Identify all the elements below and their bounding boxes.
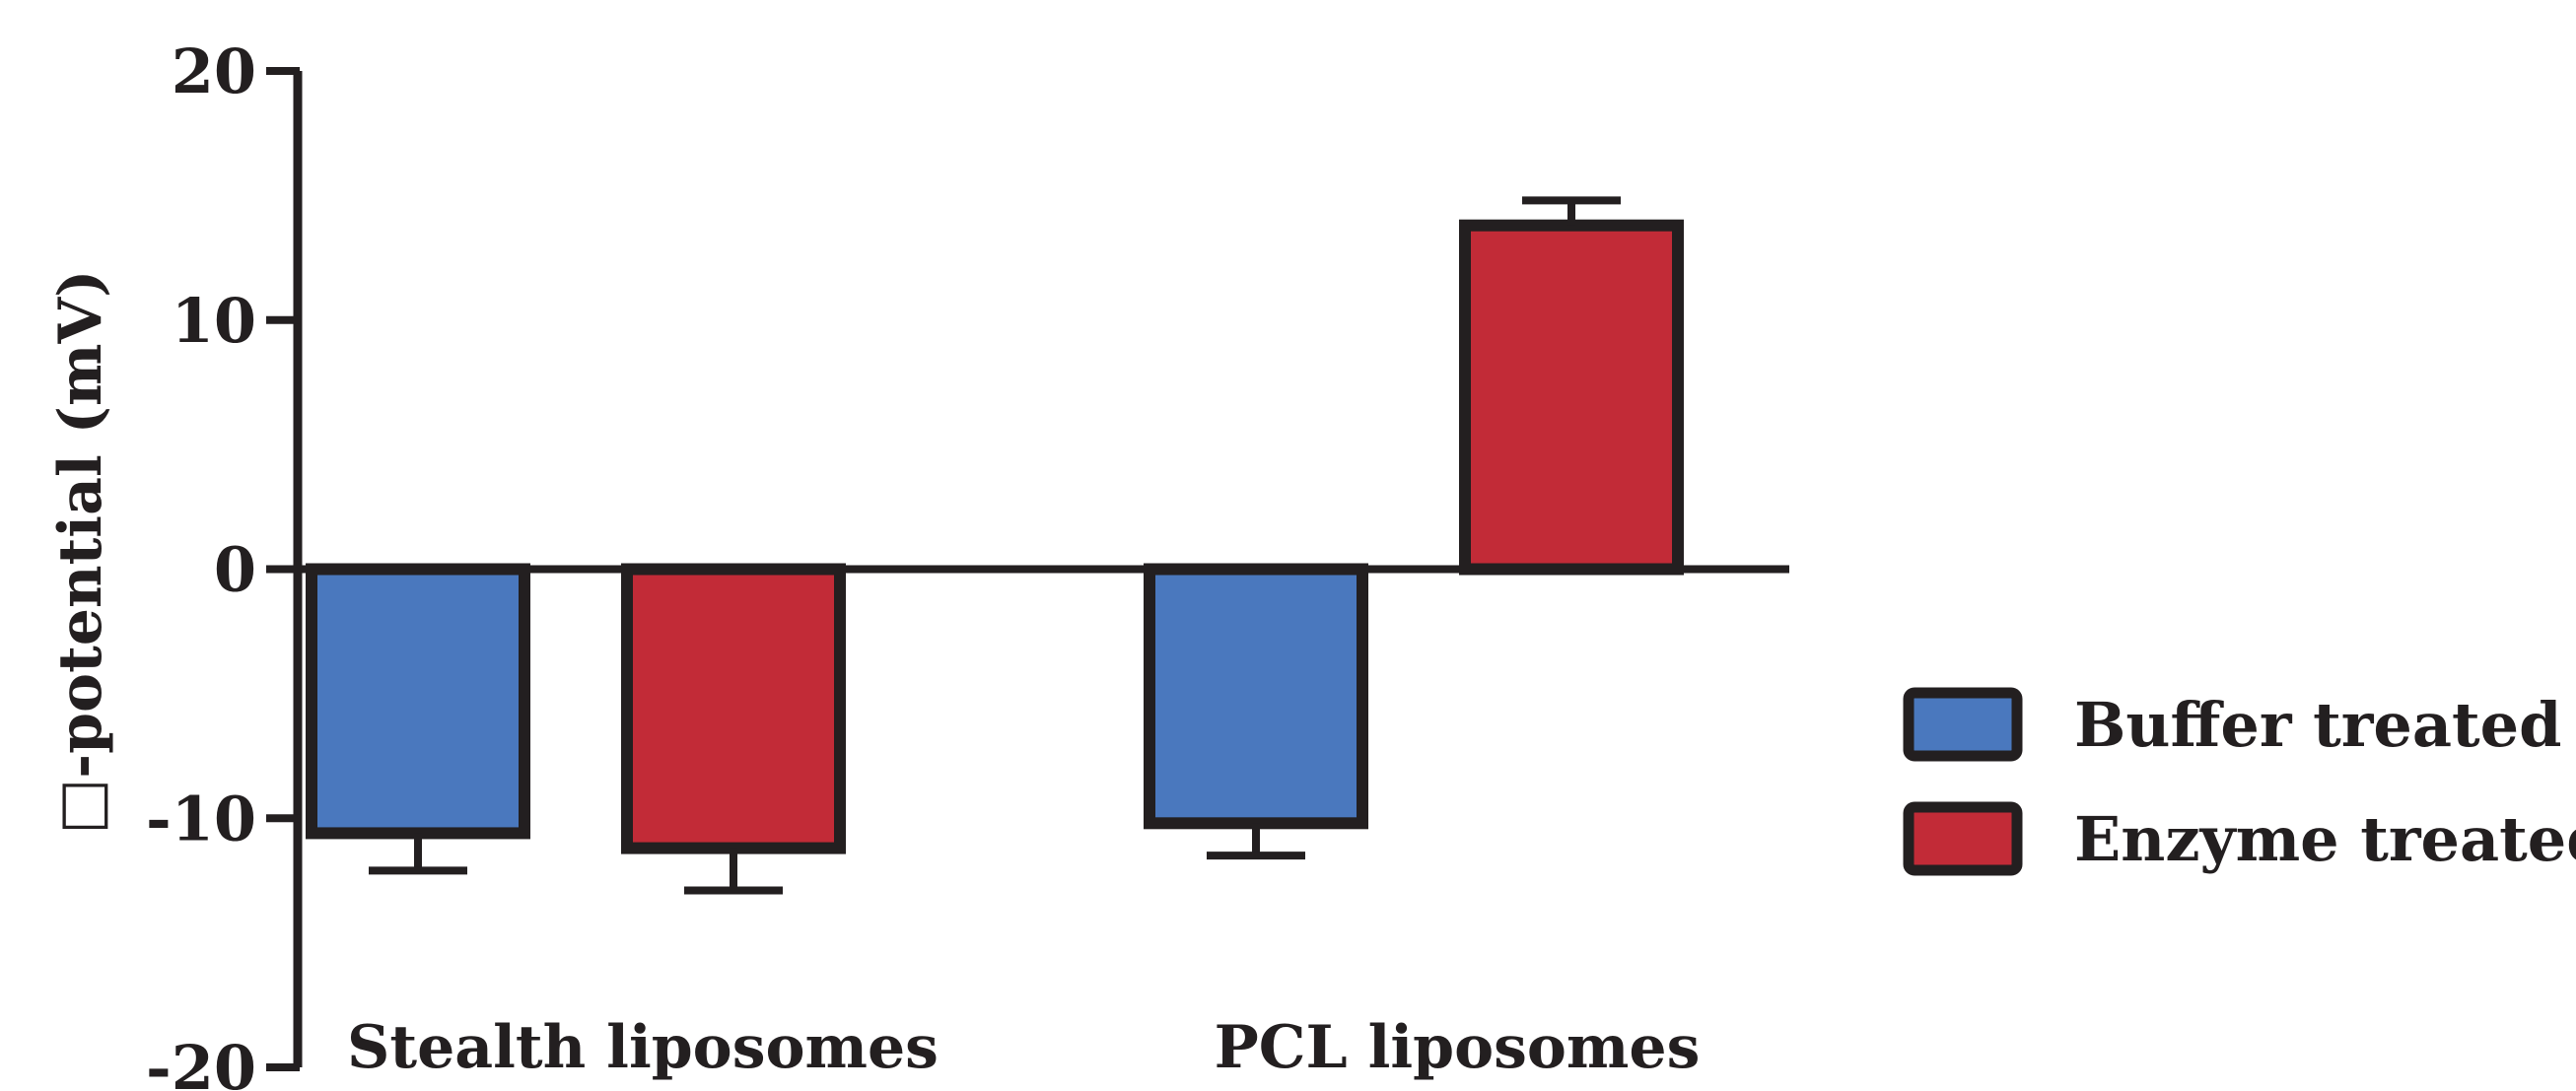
bar-buffer-treated-2 [1144, 563, 1368, 830]
bar-enzyme-treated-2 [1459, 219, 1684, 576]
bar-buffer-treated-1 [306, 563, 530, 840]
y-tick-label: -10 [146, 783, 256, 854]
legend-swatch [1903, 801, 2023, 876]
category-label: Stealth liposomes [347, 1013, 939, 1082]
legend-swatch [1903, 687, 2023, 762]
category-label: PCL liposomes [1215, 1013, 1701, 1082]
y-axis-title: □-potential (mV) [46, 270, 115, 835]
axes: 20 10 0 -10 -20 Stealth liposomes PCL liposome… [146, 35, 1789, 1091]
legend-label: Enzyme treated [2074, 803, 2576, 875]
legend: Buffer treated Enzyme treated [1903, 687, 2576, 876]
y-tick-label: 0 [214, 534, 256, 606]
y-tick-label: 20 [172, 35, 256, 107]
bar-enzyme-treated-1 [621, 563, 846, 854]
y-tick-label: -20 [146, 1032, 256, 1091]
legend-label: Buffer treated [2074, 689, 2561, 761]
y-tick-label: 10 [172, 285, 256, 357]
plot-area [306, 196, 1684, 895]
